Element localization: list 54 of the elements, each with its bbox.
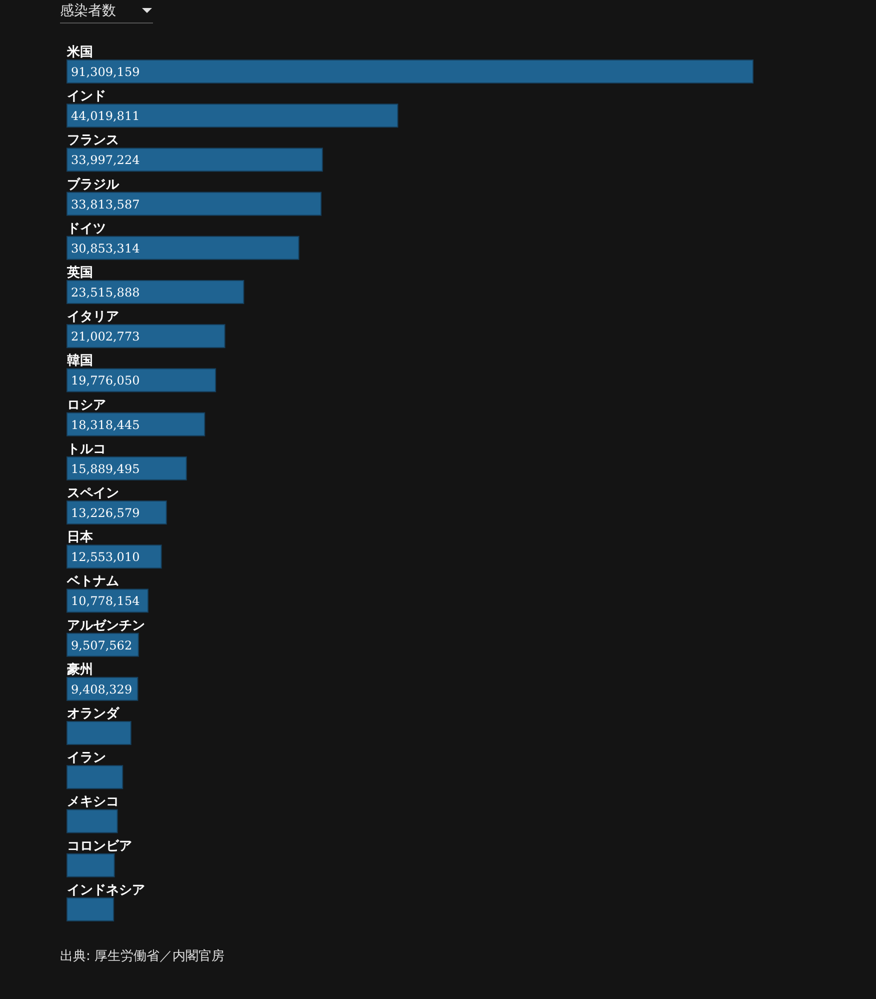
bar [66,236,300,260]
bar [66,192,322,216]
y-tick-label: メキシコ [67,794,119,810]
y-tick-label: トルコ [67,442,106,457]
y-tick-label: アルゼンチン [67,618,145,634]
bar [66,897,114,922]
data-label: 19,776,050 [71,374,140,388]
data-label: 44,019,811 [71,109,140,124]
data-label: 9,507,562 [71,638,132,652]
data-label: 21,002,773 [71,330,140,344]
y-tick-label: ベトナム [66,574,119,590]
data-label: 18,318,445 [71,418,140,432]
bar [66,500,167,524]
data-label: 33,997,224 [71,153,140,168]
data-label: 23,515,888 [71,286,140,300]
y-tick-label: ブラジル [67,176,120,192]
y-tick-label: 日本 [67,530,94,546]
data-label: 30,853,314 [71,241,140,256]
data-label: 9,408,329 [71,682,132,696]
data-label: 10,778,154 [71,594,140,608]
y-tick-label: イラン [67,750,106,766]
y-tick-label: コロンビア [67,838,132,854]
y-tick-label: ロシア [67,398,106,413]
data-label: 12,553,010 [71,550,140,564]
bar [66,721,132,745]
bar [66,324,226,348]
y-tick-label: 米国 [66,45,93,60]
data-label: 91,309,159 [71,65,140,79]
bar [66,368,216,392]
bar [66,148,323,172]
y-tick-label: 英国 [66,266,93,280]
y-tick-label: オランダ [67,706,120,722]
bar [66,412,206,436]
data-label: 13,226,579 [71,506,140,520]
bar [66,104,398,128]
chart-title: 感染者数 [60,3,116,19]
y-tick-label: イタリア [67,310,119,325]
data-label: 15,889,495 [71,462,140,476]
bar [66,280,244,304]
y-tick-label: スペイン [67,486,119,501]
source-note: 出典: 厚生労働省／内閣官房 [60,948,225,964]
y-tick-label: インドネシア [67,882,145,898]
y-tick-label: 韓国 [67,354,93,369]
bar [66,853,115,878]
data-label: 33,813,587 [71,197,140,212]
bar [66,60,754,84]
bar [66,765,124,790]
bar [66,544,162,569]
y-tick-label: 豪州 [66,661,93,678]
y-tick-label: フランス [67,133,119,148]
bar [66,456,187,480]
y-tick-label: ドイツ [67,221,106,236]
bar [66,809,118,834]
y-tick-label: インド [67,89,106,104]
